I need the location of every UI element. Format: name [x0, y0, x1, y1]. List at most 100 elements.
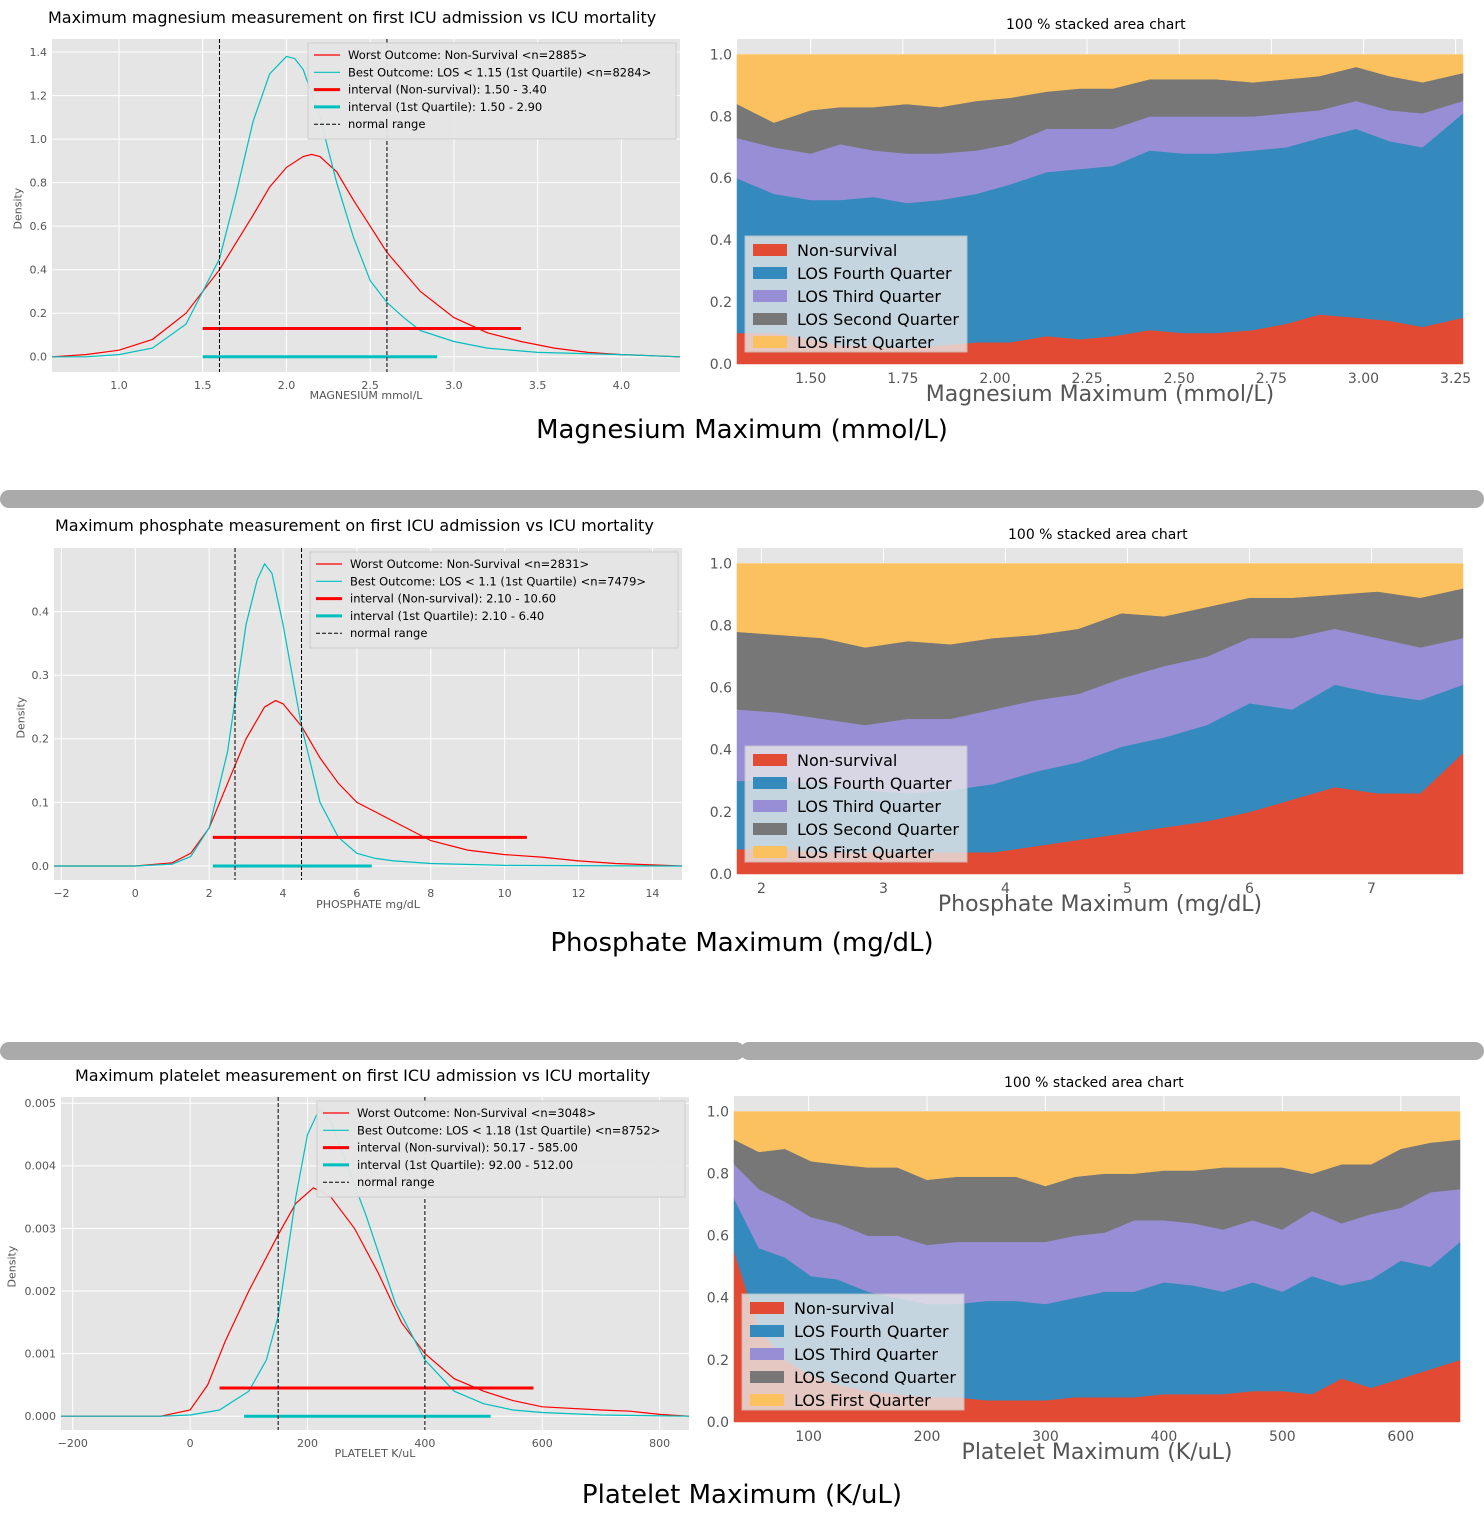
ph_area-x-tick-label: 5	[1123, 881, 1132, 897]
ph_area-legend-swatch	[753, 823, 787, 835]
mg-area-title: 100 % stacked area chart	[1006, 17, 1186, 33]
pl_area-area-los-first-quarter	[733, 1111, 1461, 1187]
ph_area-legend-label: Non-survival	[797, 751, 897, 770]
mg_area-x-tick-label: 1.50	[795, 371, 826, 387]
pl_area-y-tick-label: 1.0	[707, 1104, 729, 1120]
mg_kde-x-tick-label: 2.0	[278, 379, 296, 392]
mg_area-x-tick-label: 2.50	[1164, 371, 1195, 387]
mg_area-y-tick-label: 0.6	[710, 171, 732, 187]
mg_kde-legend-label: interval (1st Quartile): 1.50 - 2.90	[348, 100, 542, 114]
pl_area-legend-label: LOS Fourth Quarter	[794, 1322, 949, 1341]
ph_area-legend-swatch	[753, 777, 787, 789]
ph-kde-xlabel: PHOSPHATE mg/dL	[316, 898, 420, 911]
ph_kde-y-tick-label: 0.3	[32, 669, 50, 682]
pl_kde-y-tick-label: 0.003	[25, 1222, 57, 1235]
pl_area-y-tick-label: 0.8	[707, 1167, 729, 1183]
ph_kde-x-tick-label: 14	[645, 887, 659, 900]
ph_kde-x-tick-label: −2	[53, 887, 69, 900]
pl-kde-title: Maximum platelet measurement on first IC…	[75, 1066, 651, 1085]
ph_area-y-tick-label: 0.6	[710, 681, 732, 697]
mg_area-legend-label: LOS Fourth Quarter	[797, 264, 952, 283]
pl_area-y-tick-label: 0.2	[707, 1353, 729, 1369]
section-divider	[0, 1042, 745, 1060]
ph_kde-x-tick-label: 12	[572, 887, 586, 900]
pl_kde-legend-label: Best Outcome: LOS < 1.18 (1st Quartile) …	[357, 1123, 660, 1137]
pl_kde-x-tick-label: 800	[649, 1437, 670, 1450]
mg_area-y-tick-label: 1.0	[710, 47, 732, 63]
pl_kde-x-tick-label: −200	[58, 1437, 88, 1450]
ph_area-y-tick-label: 0.4	[710, 743, 732, 759]
mg_area-y-tick-label: 0.8	[710, 109, 732, 125]
pl_kde-legend-label: interval (1st Quartile): 92.00 - 512.00	[357, 1158, 573, 1172]
ph_area-y-tick-label: 1.0	[710, 556, 732, 572]
ph_area-x-tick-label: 3	[879, 881, 888, 897]
pl_area-legend-label: Non-survival	[794, 1299, 894, 1318]
mg_area-legend-swatch	[753, 267, 787, 279]
ph_kde-legend-label: interval (Non-survival): 2.10 - 10.60	[350, 592, 556, 606]
mg_area-x-tick-label: 2.25	[1072, 371, 1103, 387]
mg_area-legend-label: LOS First Quarter	[797, 333, 934, 352]
ph_area-legend-label: LOS Second Quarter	[797, 820, 959, 839]
section-divider	[0, 490, 1484, 508]
mg_kde-x-tick-label: 4.0	[613, 379, 631, 392]
pl_area-legend-label: LOS Second Quarter	[794, 1368, 956, 1387]
mg_area-y-tick-label: 0.4	[710, 233, 732, 249]
ph_area-area-los-first-quarter	[736, 563, 1464, 648]
mg_area-area-los-first-quarter	[736, 54, 1464, 123]
mg_kde-y-tick-label: 0.6	[30, 220, 48, 233]
mg_area-x-tick-label: 3.00	[1348, 371, 1379, 387]
pl_kde-x-tick-label: 200	[297, 1437, 318, 1450]
pl_area-x-tick-label: 100	[795, 1429, 822, 1445]
pl-area-title: 100 % stacked area chart	[1004, 1075, 1184, 1091]
mg_kde-x-tick-label: 3.5	[529, 379, 547, 392]
ph_kde-legend-label: Worst Outcome: Non-Survival <n=2831>	[350, 557, 589, 571]
ph_kde-y-tick-label: 0.0	[32, 860, 50, 873]
ph_area-legend-label: LOS First Quarter	[797, 843, 934, 862]
pl_kde-legend-label: interval (Non-survival): 50.17 - 585.00	[357, 1141, 578, 1155]
mg_kde-legend-box	[307, 42, 677, 140]
mg_kde-density-line-non-survival	[52, 153, 680, 358]
mg_kde-y-tick-label: 1.0	[30, 133, 48, 146]
pl_kde-y-tick-label: 0.000	[25, 1410, 57, 1423]
mg_kde-legend-label: interval (Non-survival): 1.50 - 3.40	[348, 83, 547, 97]
mg_area-x-tick-label: 2.75	[1256, 371, 1287, 387]
ph_kde-x-tick-label: 8	[427, 887, 434, 900]
ph_area-legend-swatch	[753, 800, 787, 812]
ph_kde-legend-label: normal range	[350, 626, 427, 640]
mg_area-x-tick-label: 3.25	[1440, 371, 1471, 387]
ph_kde-x-tick-label: 6	[353, 887, 360, 900]
ph_kde-x-tick-label: 2	[206, 887, 213, 900]
ph_kde-legend-box	[309, 551, 679, 649]
pl_area-x-tick-label: 600	[1387, 1429, 1414, 1445]
ph_area-x-tick-label: 6	[1245, 881, 1254, 897]
ph_area-x-tick-label: 2	[757, 881, 766, 897]
pl_area-legend-label: LOS First Quarter	[794, 1391, 931, 1410]
mg-kde-title: Maximum magnesium measurement on first I…	[48, 8, 657, 27]
mg_area-legend-swatch	[753, 336, 787, 348]
ph_kde-legend-label: interval (1st Quartile): 2.10 - 6.40	[350, 609, 544, 623]
mg_kde-x-tick-label: 3.0	[445, 379, 463, 392]
pl_area-legend-swatch	[750, 1394, 784, 1406]
mg_kde-legend-label: Worst Outcome: Non-Survival <n=2885>	[348, 48, 587, 62]
ph_area-legend-swatch	[753, 754, 787, 766]
pl_area-x-tick-label: 200	[914, 1429, 941, 1445]
mg-area-xlabel: Magnesium Maximum (mmol/L)	[925, 382, 1275, 407]
ph-area-xlabel: Phosphate Maximum (mg/dL)	[937, 892, 1263, 917]
mg_kde-y-tick-label: 0.0	[30, 351, 48, 364]
ph-area-title: 100 % stacked area chart	[1008, 527, 1188, 543]
pl_kde-y-tick-label: 0.001	[25, 1347, 57, 1360]
mg_area-x-tick-label: 2.00	[979, 371, 1010, 387]
pl_kde-legend-label: normal range	[357, 1175, 434, 1189]
ph_area-legend-label: LOS Fourth Quarter	[797, 774, 952, 793]
mg_kde-y-tick-label: 1.2	[30, 89, 48, 102]
pl_area-legend-swatch	[750, 1325, 784, 1337]
pl_kde-legend-label: Worst Outcome: Non-Survival <n=3048>	[357, 1106, 596, 1120]
mg_kde-y-tick-label: 1.4	[30, 46, 48, 59]
mg_kde-x-tick-label: 1.5	[194, 379, 212, 392]
mg_kde-legend-label: Best Outcome: LOS < 1.15 (1st Quartile) …	[348, 65, 651, 79]
ph-kde-title: Maximum phosphate measurement on first I…	[55, 516, 654, 535]
pl_area-y-tick-label: 0.0	[707, 1415, 729, 1431]
pl_kde-x-tick-label: 600	[532, 1437, 553, 1450]
pl_area-x-tick-label: 400	[1151, 1429, 1178, 1445]
pl_area-x-tick-label: 300	[1032, 1429, 1059, 1445]
